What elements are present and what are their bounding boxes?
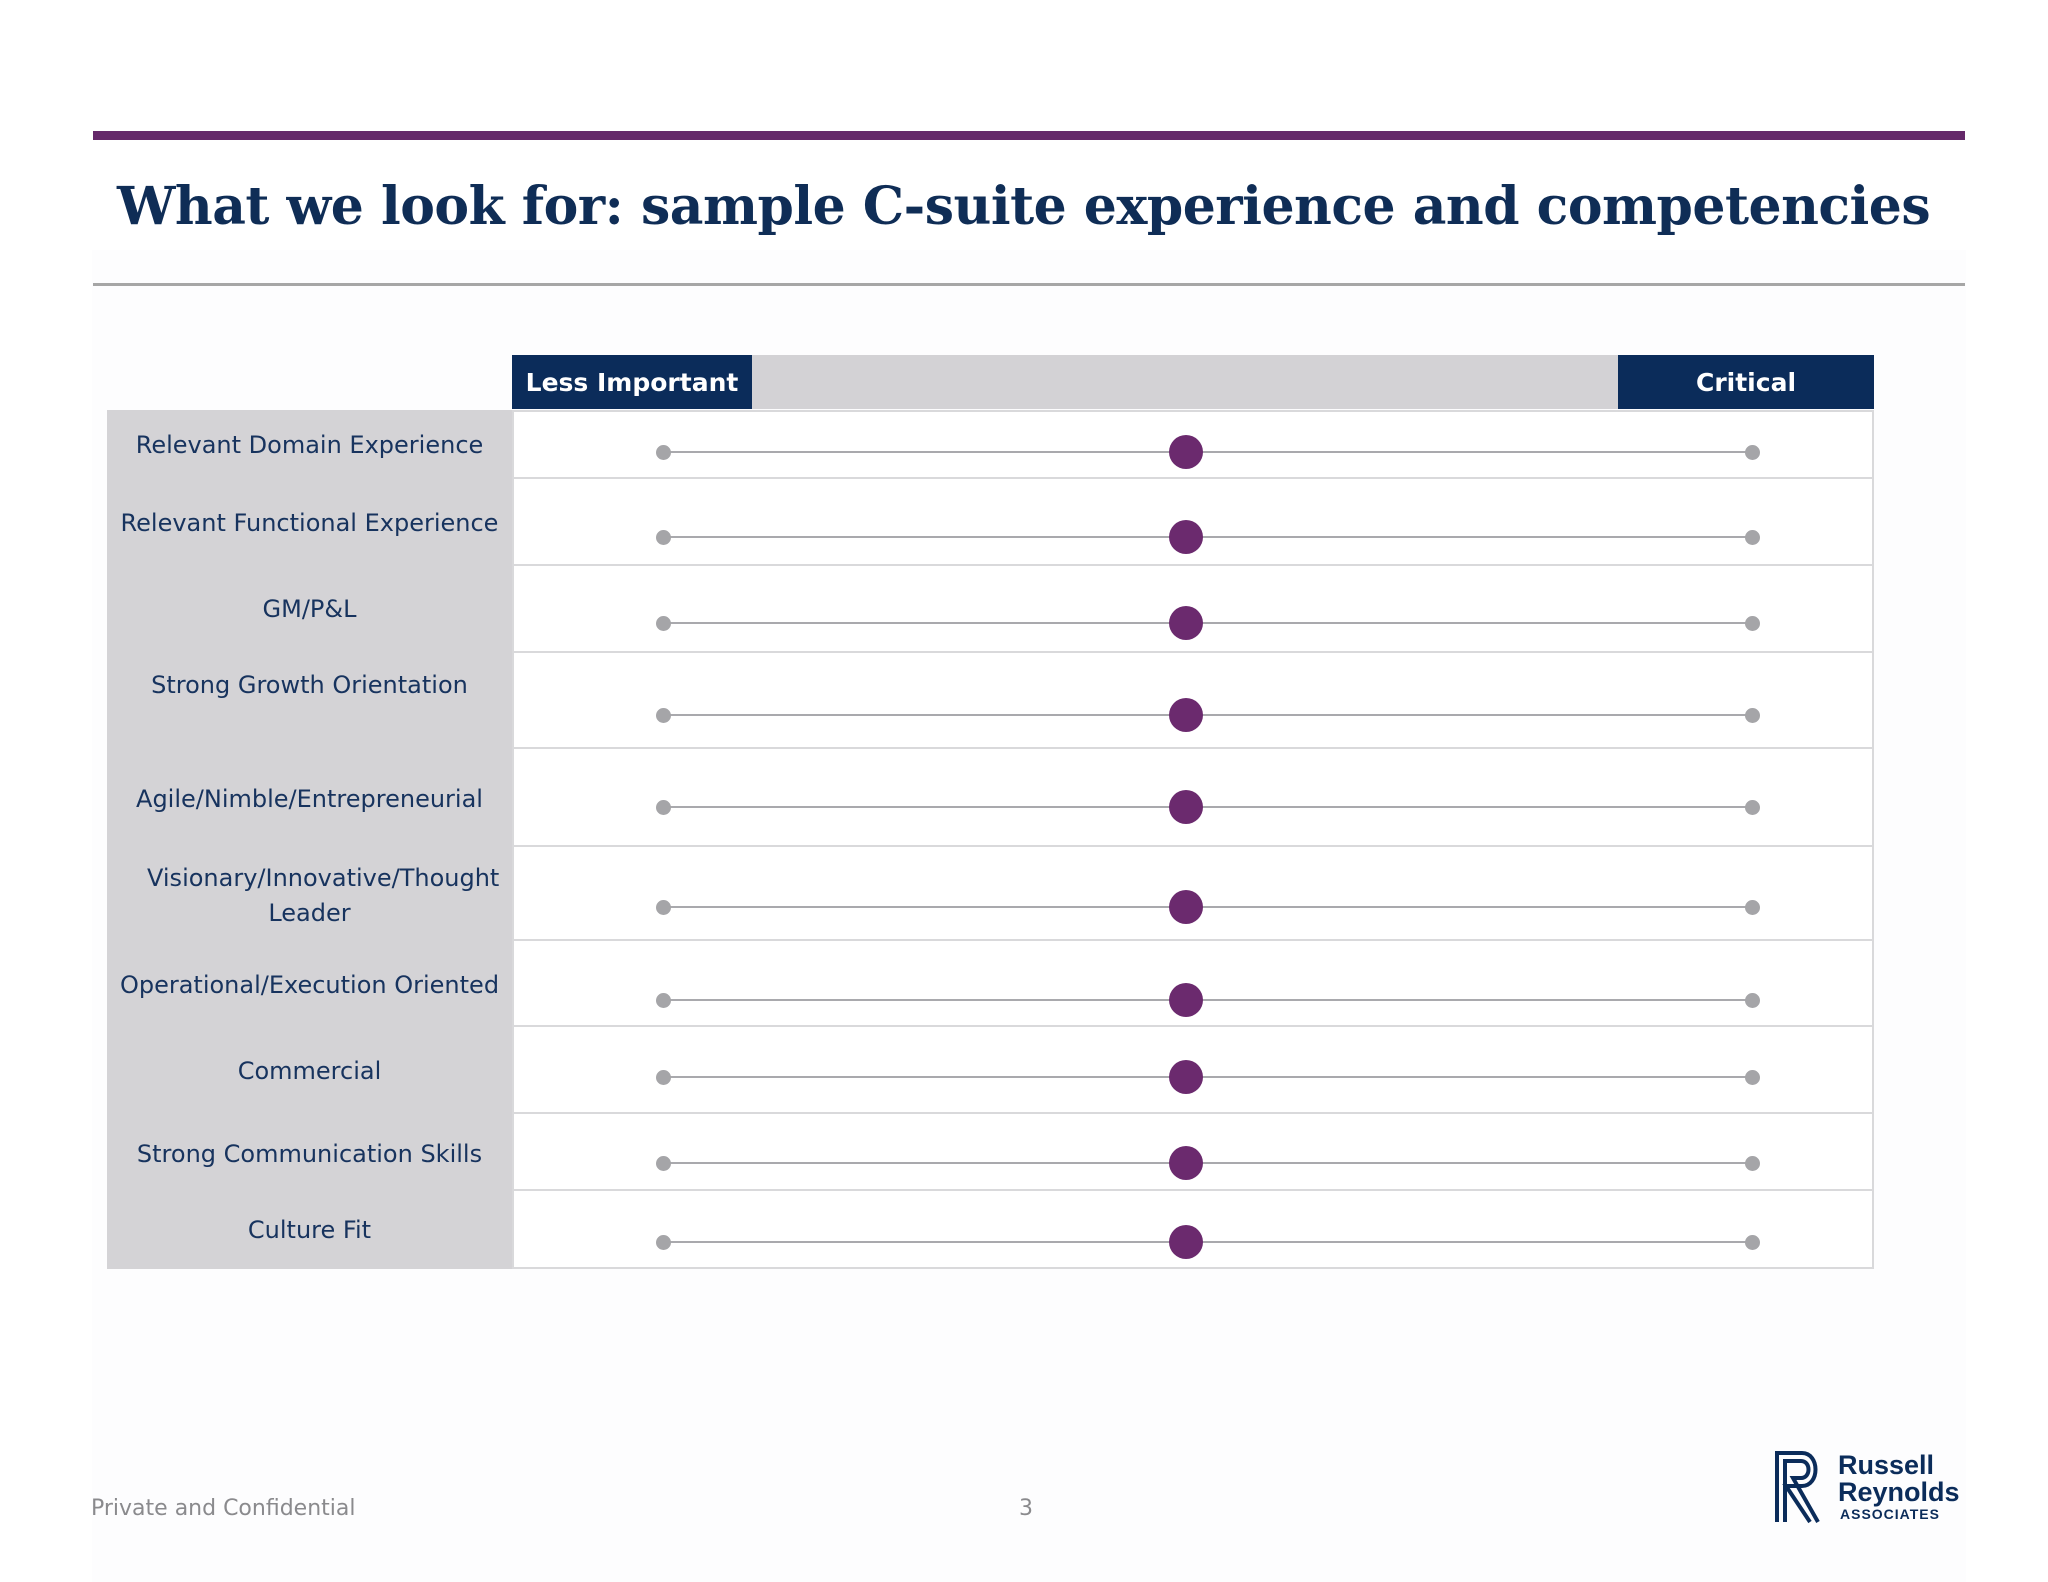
scale-min-dot [656, 800, 671, 815]
scale-min-dot [656, 993, 671, 1008]
importance-marker [1168, 790, 1203, 824]
logo-line-1: Russell [1838, 1450, 1934, 1480]
scale-min-dot [656, 900, 671, 915]
importance-scale-line [663, 1241, 1752, 1243]
top-accent-rule [93, 131, 1965, 140]
row-separator [512, 845, 1874, 847]
row-separator [512, 747, 1874, 749]
scale-max-dot [1745, 993, 1760, 1008]
importance-scale-line [663, 622, 1752, 624]
row-separator [512, 477, 1874, 479]
importance-marker [1168, 435, 1203, 469]
importance-scale-line [663, 1162, 1752, 1164]
importance-marker [1168, 606, 1203, 640]
scale-min-dot [656, 530, 671, 545]
importance-marker [1168, 520, 1203, 554]
scale-min-dot [656, 708, 671, 723]
row-separator [512, 1025, 1874, 1027]
logo-line-2: Reynolds [1838, 1477, 1960, 1507]
scale-max-dot [1745, 800, 1760, 815]
importance-marker [1168, 890, 1203, 924]
competency-label: Visionary/Innovative/Thought Leader [147, 864, 500, 927]
scale-grid [512, 410, 1874, 1269]
scale-min-dot [656, 445, 671, 460]
scale-max-dot [1745, 1156, 1760, 1171]
importance-marker [1168, 698, 1203, 732]
scale-min-dot [656, 616, 671, 631]
row-separator [512, 939, 1874, 941]
scale-max-dot [1745, 708, 1760, 723]
competency-label: Strong Growth Orientation [151, 671, 468, 699]
importance-scale-line [663, 906, 1752, 908]
importance-scale-line [663, 1076, 1752, 1078]
row-separator [512, 564, 1874, 566]
footer-confidential: Private and Confidential [91, 1496, 356, 1521]
competency-label: Culture Fit [247, 1216, 372, 1244]
russell-reynolds-logo: Russell Reynolds ASSOCIATES [1775, 1450, 1960, 1524]
page-title: What we look for: sample C-suite experie… [117, 176, 1931, 237]
scale-max-dot [1745, 616, 1760, 631]
scale-max-dot [1745, 1235, 1760, 1250]
scale-max-dot [1745, 445, 1760, 460]
scale-min-dot [656, 1070, 671, 1085]
competency-label: Strong Communication Skills [136, 1140, 483, 1168]
scale-max-dot [1745, 900, 1760, 915]
importance-scale-line [663, 806, 1752, 808]
logo-line-3: ASSOCIATES [1840, 1506, 1940, 1522]
scale-min-dot [656, 1235, 671, 1250]
importance-marker [1168, 1060, 1203, 1094]
competency-label: Relevant Functional Experience [120, 509, 499, 537]
row-separator [512, 1112, 1874, 1114]
importance-marker [1168, 983, 1203, 1017]
title-divider [93, 283, 1965, 286]
scale-max-dot [1745, 530, 1760, 545]
scale-min-dot [656, 1156, 671, 1171]
competency-label: Commercial [237, 1057, 382, 1085]
importance-marker [1168, 1225, 1203, 1259]
scale-max-dot [1745, 1070, 1760, 1085]
importance-scale-line [663, 999, 1752, 1001]
importance-scale-line [663, 714, 1752, 716]
footer-page-number: 3 [1019, 1496, 1033, 1521]
competency-label: Agile/Nimble/Entrepreneurial [136, 785, 483, 813]
label-column [107, 410, 512, 1269]
importance-marker [1168, 1146, 1203, 1180]
row-separator [512, 651, 1874, 653]
competency-label: Operational/Execution Oriented [119, 971, 500, 999]
scale-label-less-important: Less Important [512, 355, 752, 409]
scale-label-critical: Critical [1618, 355, 1874, 409]
importance-scale-line [663, 536, 1752, 538]
competency-label: Relevant Domain Experience [135, 431, 484, 459]
competency-label: GM/P&L [262, 595, 357, 623]
row-separator [512, 1189, 1874, 1191]
importance-scale-line [663, 451, 1752, 453]
